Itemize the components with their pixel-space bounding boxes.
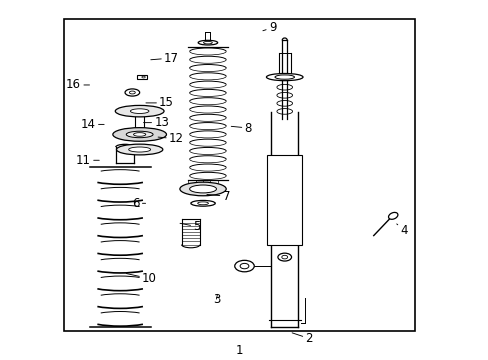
Text: 5: 5 <box>180 220 200 233</box>
Text: 7: 7 <box>206 190 229 203</box>
Text: 11: 11 <box>76 154 99 167</box>
Ellipse shape <box>197 202 208 205</box>
Text: 17: 17 <box>150 51 179 64</box>
Ellipse shape <box>133 133 145 136</box>
Ellipse shape <box>234 260 254 272</box>
Text: 1: 1 <box>235 344 243 357</box>
Ellipse shape <box>125 89 140 96</box>
Bar <box>137 75 147 79</box>
Text: 14: 14 <box>81 118 104 131</box>
Text: 6: 6 <box>132 197 145 210</box>
Ellipse shape <box>266 73 303 81</box>
Ellipse shape <box>281 255 287 259</box>
Text: 4: 4 <box>396 224 407 237</box>
Ellipse shape <box>142 76 145 78</box>
Ellipse shape <box>116 144 163 155</box>
Text: 2: 2 <box>291 332 312 345</box>
Ellipse shape <box>277 253 291 261</box>
Ellipse shape <box>126 131 153 138</box>
Text: 9: 9 <box>263 21 276 34</box>
Ellipse shape <box>203 41 212 44</box>
Text: 12: 12 <box>158 132 183 145</box>
Bar <box>64 19 414 330</box>
Bar <box>267 155 302 244</box>
Ellipse shape <box>115 105 163 117</box>
Ellipse shape <box>240 264 248 269</box>
Ellipse shape <box>198 40 217 45</box>
Ellipse shape <box>189 185 216 193</box>
Ellipse shape <box>388 212 397 219</box>
Text: 3: 3 <box>212 293 220 306</box>
Text: 8: 8 <box>231 122 251 135</box>
Ellipse shape <box>130 109 149 113</box>
Text: 10: 10 <box>126 272 157 285</box>
Text: 13: 13 <box>143 116 169 129</box>
Text: 15: 15 <box>145 96 174 109</box>
Ellipse shape <box>180 182 226 196</box>
Text: 16: 16 <box>66 78 89 91</box>
Ellipse shape <box>113 128 166 141</box>
Ellipse shape <box>129 91 135 94</box>
Ellipse shape <box>190 201 215 206</box>
Ellipse shape <box>274 75 294 79</box>
Ellipse shape <box>128 147 150 152</box>
